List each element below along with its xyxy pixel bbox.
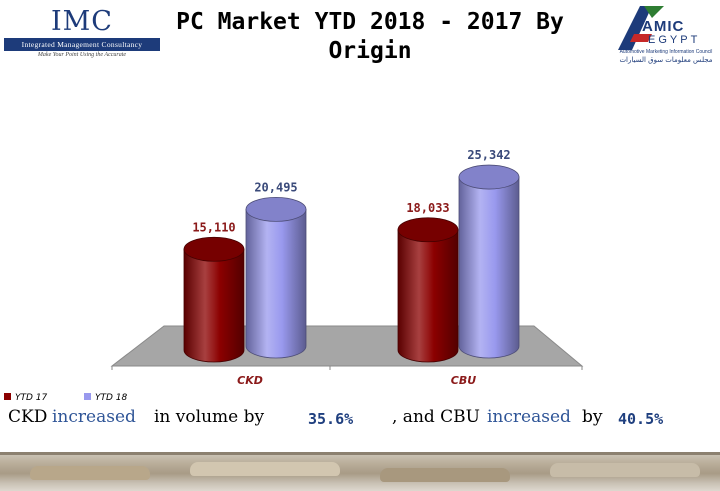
- amic-logo-line-1: AMIC: [642, 18, 685, 35]
- data-label: 25,342: [467, 148, 510, 162]
- page-title-line-2: Origin: [328, 38, 412, 64]
- header: IMC Integrated Management Consultancy Ma…: [0, 0, 720, 80]
- x-tick-label: CBU: [451, 374, 476, 387]
- page-title-line-1: PC Market YTD 2018 - 2017 By: [176, 9, 564, 35]
- amic-logo-line-2: EGYPT: [648, 34, 701, 46]
- bar-top-cbu-ytd-18: [458, 164, 520, 190]
- legend-swatch: [4, 393, 11, 400]
- car-image: [190, 462, 340, 476]
- summary-increased-2: increased: [487, 407, 571, 427]
- legend-swatch: [84, 393, 91, 400]
- legend-label: YTD 17: [15, 393, 48, 403]
- summary-and-cbu: , and CBU: [392, 407, 481, 427]
- car-image: [550, 463, 700, 477]
- bar-ckd-ytd-18: [245, 208, 307, 359]
- chart: 15,110 20,495 CKD 18,033 25,342 CBU YTD 17 YTD …: [4, 148, 584, 403]
- summary-in-volume: in volume by: [154, 407, 265, 427]
- data-label: 15,110: [192, 220, 235, 234]
- data-label: 20,495: [254, 180, 297, 194]
- bar-top-ckd-ytd-18: [245, 196, 307, 222]
- imc-logo-tagline: Make Your Point Using the Accurate: [37, 52, 127, 58]
- bar-cbu-ytd-17: [397, 229, 459, 363]
- data-label: 18,033: [406, 201, 449, 215]
- summary-ckd: CKD: [8, 407, 48, 427]
- bar-top-ckd-ytd-17: [183, 236, 245, 262]
- imc-logo-name: IMC: [51, 6, 113, 37]
- footer-banner: [0, 452, 720, 491]
- x-tick-label: CKD: [237, 374, 263, 387]
- cbu-percentage: 40.5%: [618, 410, 664, 428]
- imc-logo: IMC Integrated Management Consultancy Ma…: [4, 6, 160, 62]
- amic-logo: AMIC EGYPT Automotive Marketing Informat…: [612, 4, 716, 66]
- summary-increased-1: increased: [52, 407, 136, 427]
- summary-text: CKD increased in volume by 35.6% , and C…: [8, 407, 712, 437]
- summary-by: by: [582, 407, 603, 427]
- page-title: PC Market YTD 2018 - 2017 By Origin: [160, 8, 580, 66]
- imc-logo-subtitle: Integrated Management Consultancy: [4, 38, 160, 51]
- ckd-percentage: 35.6%: [308, 410, 354, 428]
- amic-logo-subtitle: Automotive Marketing Information Council: [619, 49, 713, 55]
- bar-cbu-ytd-18: [458, 176, 520, 359]
- amic-logo-arabic: مجلس معلومات سوق السيارات: [619, 56, 713, 64]
- car-image: [30, 466, 150, 480]
- footer-divider: [0, 452, 720, 455]
- amic-logo-mark: [618, 6, 664, 50]
- legend-label: YTD 18: [95, 393, 128, 403]
- bar-top-cbu-ytd-17: [397, 217, 459, 243]
- car-image: [380, 468, 510, 482]
- bar-ckd-ytd-17: [183, 248, 245, 363]
